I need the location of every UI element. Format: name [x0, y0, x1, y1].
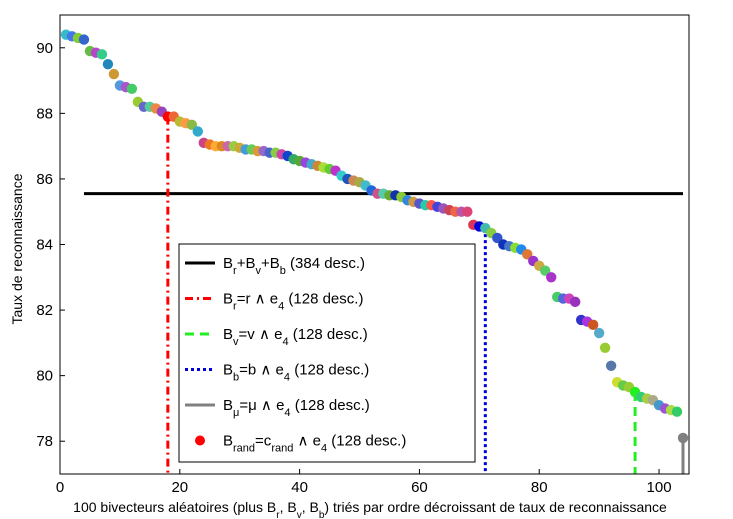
- y-tick-label: 88: [36, 105, 53, 122]
- data-point: [462, 207, 472, 217]
- y-tick-label: 78: [36, 433, 53, 450]
- x-tick-label: 100: [647, 479, 672, 496]
- data-point: [127, 84, 137, 94]
- legend: Br+Bv+Bb (384 desc.)Br=r ∧ e4 (128 desc.…: [179, 244, 475, 462]
- y-tick-label: 86: [36, 171, 53, 188]
- data-point: [606, 361, 616, 371]
- data-point: [79, 34, 89, 44]
- data-point: [97, 49, 107, 59]
- y-tick-label: 90: [36, 40, 53, 57]
- data-point: [193, 126, 203, 136]
- x-axis-label: 100 bivecteurs aléatoires (plus Br, Bv, …: [73, 499, 667, 519]
- x-tick-label: 80: [531, 479, 548, 496]
- legend-box: [179, 244, 475, 462]
- x-tick-label: 60: [411, 479, 428, 496]
- x-tick-label: 20: [171, 479, 188, 496]
- data-point: [672, 407, 682, 417]
- data-point: [570, 297, 580, 307]
- data-point: [546, 272, 556, 282]
- data-point: [109, 69, 119, 79]
- data-point: [594, 328, 604, 338]
- y-tick-label: 84: [36, 237, 53, 254]
- y-tick-label: 80: [36, 368, 53, 385]
- y-axis-label: Taux de reconnaissance: [9, 173, 25, 324]
- x-tick-label: 40: [291, 479, 308, 496]
- legend-swatch: [195, 436, 205, 446]
- y-tick-label: 82: [36, 302, 53, 319]
- x-tick-label: 0: [56, 479, 64, 496]
- data-point: [103, 59, 113, 69]
- data-point: [600, 343, 610, 353]
- data-point: [678, 433, 688, 443]
